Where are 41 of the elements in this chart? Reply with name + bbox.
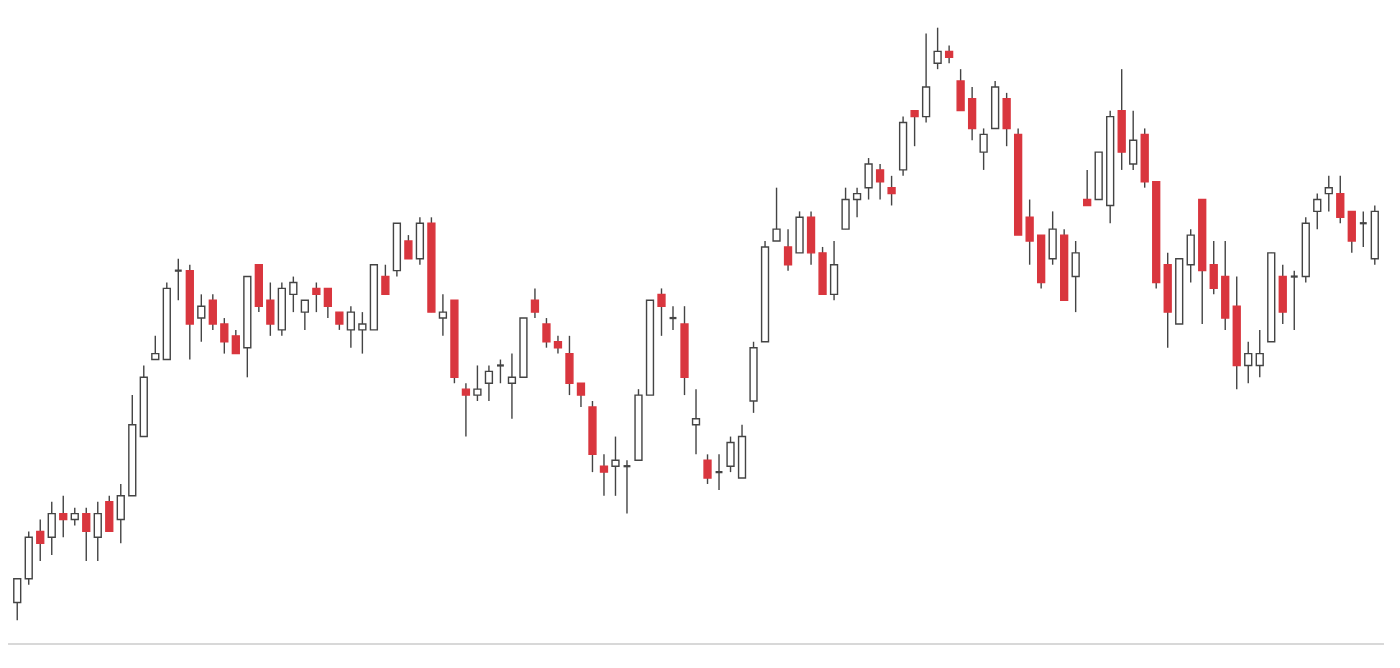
candlestick [300, 299, 310, 331]
candlestick [1289, 269, 1299, 331]
candlestick [1278, 264, 1287, 325]
candlestick [473, 364, 482, 402]
candlestick [864, 157, 873, 201]
candlestick [979, 127, 988, 171]
candlestick [484, 364, 494, 402]
candlestick [1370, 204, 1379, 266]
candlestick [1129, 109, 1138, 171]
candlestick [1347, 210, 1356, 254]
candlestick [47, 501, 56, 556]
candlestick [829, 240, 839, 301]
candlestick [703, 453, 712, 485]
candlestick [13, 578, 22, 621]
candlestick [1244, 341, 1253, 384]
candlestick [921, 32, 931, 124]
candlestick [438, 293, 448, 337]
candlestick [1255, 329, 1264, 379]
candlestick [1083, 169, 1092, 207]
candlestick [990, 80, 1000, 130]
candlestick [588, 400, 597, 473]
candlestick [611, 435, 620, 497]
candlestick [1186, 228, 1195, 284]
candlestick [197, 293, 206, 343]
candlestick [795, 210, 804, 254]
candlestick [93, 501, 102, 562]
candlestick [1048, 210, 1057, 266]
candlestick [691, 388, 701, 456]
candlestick [24, 530, 33, 586]
candlestick [530, 287, 540, 319]
candlestick [933, 26, 942, 70]
candlestick [1071, 240, 1080, 313]
candlestick [887, 175, 896, 207]
candlestick [1313, 192, 1322, 230]
candlestick [415, 216, 425, 266]
candlestick [151, 335, 160, 361]
candlestick [772, 186, 781, 242]
candlestick [1324, 175, 1333, 213]
candlestick [898, 115, 908, 177]
candlestick [392, 222, 402, 278]
candlestick [495, 358, 506, 384]
